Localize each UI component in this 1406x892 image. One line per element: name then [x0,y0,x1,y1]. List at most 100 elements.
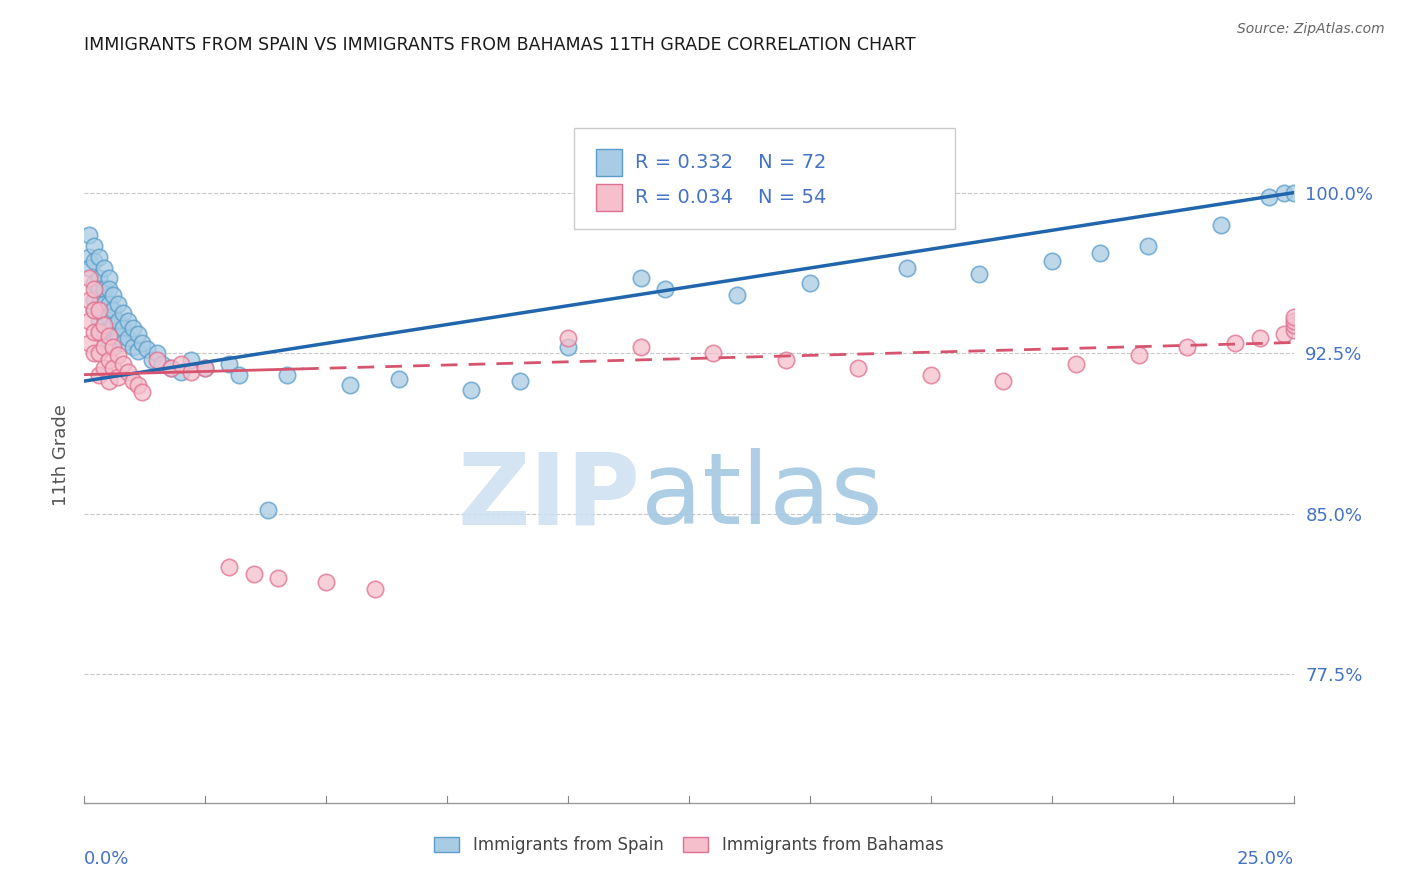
Point [1225,335,1247,350]
Point [339,378,361,392]
Point [1282,318,1305,333]
Point [87,271,110,285]
Point [170,357,193,371]
Point [1137,239,1160,253]
Point [702,346,724,360]
Point [1272,326,1295,341]
Point [127,378,149,392]
Point [1128,348,1150,362]
Point [799,276,821,290]
Point [97,374,120,388]
Point [97,323,120,337]
Text: ZIP: ZIP [458,448,641,545]
Point [117,366,139,380]
Point [557,331,579,345]
Point [388,372,411,386]
Point [1040,254,1063,268]
Point [1088,245,1111,260]
Point [1064,357,1087,371]
Point [103,361,125,376]
Point [160,361,183,376]
Point [83,276,105,290]
Point [87,250,110,264]
Text: Source: ZipAtlas.com: Source: ZipAtlas.com [1237,22,1385,37]
Point [77,271,100,285]
Point [97,297,120,311]
Point [194,361,217,376]
Point [846,361,869,376]
Point [87,314,110,328]
Point [218,560,240,574]
FancyBboxPatch shape [596,150,623,176]
Point [725,288,748,302]
Point [1282,310,1305,324]
Point [920,368,942,382]
Text: atlas: atlas [641,448,882,545]
Point [83,282,105,296]
Point [77,260,100,275]
Point [460,383,482,397]
Text: 25.0%: 25.0% [1236,850,1294,868]
Point [141,352,163,367]
Point [103,303,125,318]
Point [267,571,290,585]
Point [103,288,125,302]
Point [557,340,579,354]
Point [194,361,217,376]
Point [1272,186,1295,200]
Point [97,352,120,367]
Point [87,297,110,311]
Point [242,566,264,581]
Point [136,342,159,356]
Point [112,305,135,319]
Point [77,335,100,350]
Point [180,366,202,380]
Point [93,282,115,296]
Point [170,366,193,380]
Point [1175,340,1198,354]
Point [83,254,105,268]
Point [77,228,100,243]
FancyBboxPatch shape [596,185,623,211]
Point [276,368,298,382]
Point [146,352,169,367]
Point [1282,314,1305,328]
Point [1249,331,1271,345]
Point [93,340,115,354]
Point [257,502,280,516]
Legend: Immigrants from Spain, Immigrants from Bahamas: Immigrants from Spain, Immigrants from B… [427,830,950,861]
Point [150,357,173,371]
Point [146,346,169,360]
Point [1282,323,1305,337]
Point [1209,218,1232,232]
Point [97,335,120,350]
Point [87,282,110,296]
Text: R = 0.034    N = 54: R = 0.034 N = 54 [634,188,825,207]
Point [103,318,125,333]
Point [83,303,105,318]
Point [83,346,105,360]
Point [775,352,797,367]
Point [93,297,115,311]
Point [97,310,120,324]
Point [87,346,110,360]
Point [121,320,143,334]
Point [131,384,153,399]
Point [103,340,125,354]
Point [93,325,115,339]
Point [630,340,652,354]
Point [363,582,385,596]
Text: 0.0%: 0.0% [84,850,129,868]
Point [107,329,129,343]
Point [77,293,100,307]
Point [97,271,120,285]
Point [509,374,531,388]
Point [103,335,125,350]
Point [630,271,652,285]
Point [121,340,143,354]
Point [77,250,100,264]
Point [77,314,100,328]
Point [160,361,183,376]
Point [83,293,105,307]
Point [107,369,129,384]
